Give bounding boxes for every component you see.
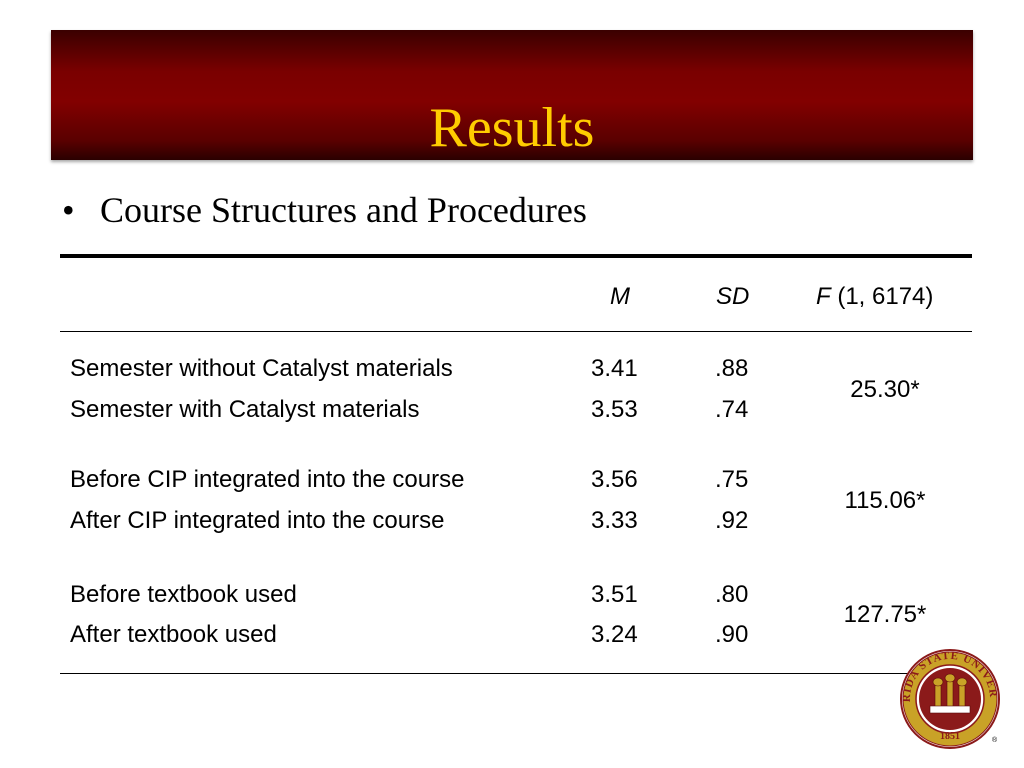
row-sd: .75 [715,466,749,493]
title-bar: Results [51,30,973,160]
row-label: After textbook used [70,621,277,648]
row-sd: .80 [715,581,749,608]
group-f-value: 115.06* [844,487,926,514]
bullet-text: Course Structures and Procedures [100,190,587,230]
row-label: Before textbook used [70,581,297,608]
row-sd: .92 [715,507,749,534]
group-f-value: 25.30* [850,376,920,403]
row-sd: .88 [715,355,749,382]
header-m: M [610,283,630,310]
table-top-rule [60,254,972,258]
row-label: Semester without Catalyst materials [70,355,453,382]
row-label: After CIP integrated into the course [70,507,445,534]
row-label: Semester with Catalyst materials [70,396,420,423]
row-m: 3.41 [591,355,638,382]
bullet-item: • Course Structures and Procedures [62,186,587,234]
university-seal-logo: FLORIDA STATE UNIVERSITY 1851 ® [899,648,1000,749]
row-m: 3.51 [591,581,638,608]
header-sd: SD [716,283,750,310]
header-f: F (1, 6174) [816,283,933,311]
row-sd: .90 [715,621,749,648]
row-label: Before CIP integrated into the course [70,466,465,493]
seal-year: 1851 [940,731,960,742]
slide-title: Results [429,97,595,159]
table-header-rule [60,331,972,332]
header-f-df: (1, 6174) [830,283,934,310]
bullet-icon: • [62,190,75,230]
row-m: 3.53 [591,396,638,423]
row-m: 3.24 [591,621,638,648]
group-f-value: 127.75* [843,601,927,628]
table-bottom-rule [60,673,972,674]
registered-mark: ® [992,736,998,744]
row-m: 3.33 [591,507,638,534]
header-f-letter: F [816,283,831,310]
row-sd: .74 [715,396,749,423]
row-m: 3.56 [591,466,638,493]
